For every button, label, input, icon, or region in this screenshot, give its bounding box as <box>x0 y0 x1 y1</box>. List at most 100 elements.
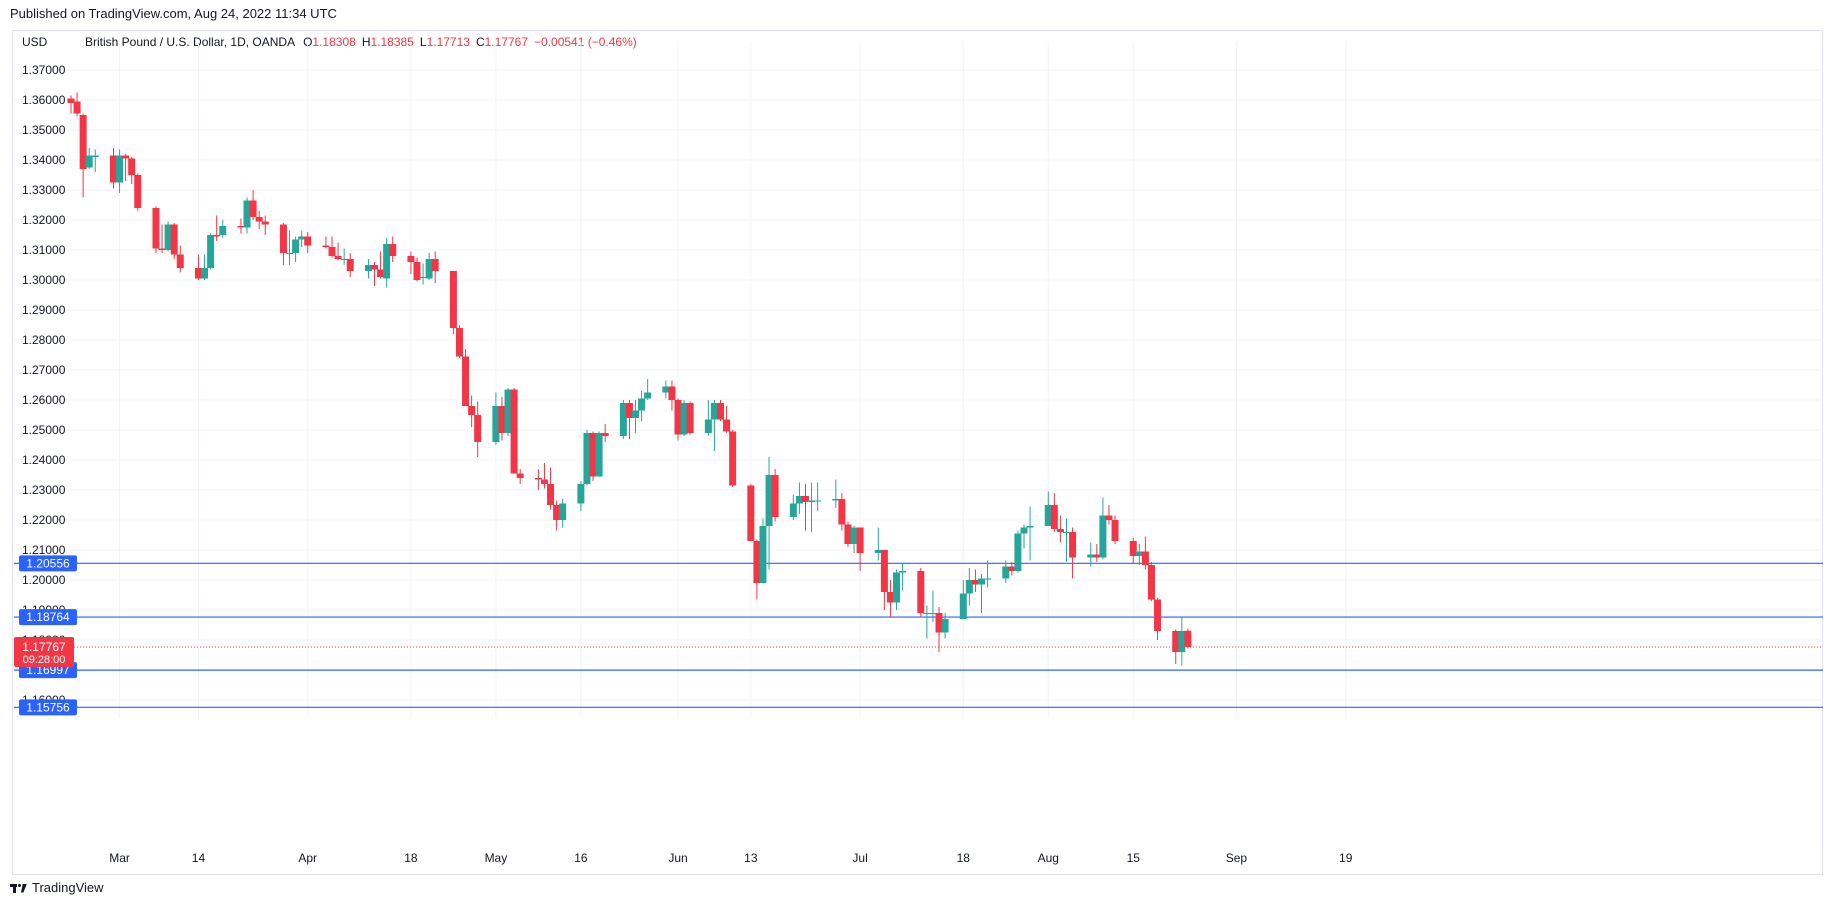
candle-body <box>109 155 117 183</box>
candle-body <box>1093 554 1101 558</box>
candle-body <box>468 406 476 415</box>
candle-body <box>795 496 803 504</box>
x-tick-label: 19 <box>1339 851 1353 865</box>
candle-body <box>1105 515 1113 520</box>
candle-body <box>589 433 597 477</box>
candle-body <box>419 277 427 278</box>
candle-body <box>886 592 894 603</box>
change-value: −0.00541 (−0.46%) <box>534 35 637 49</box>
candle-body <box>322 245 330 247</box>
candle-body <box>340 259 348 260</box>
candle-body <box>832 499 840 501</box>
candle-body <box>625 403 633 418</box>
candle-body <box>929 613 937 614</box>
y-tick-label: 1.26000 <box>22 393 66 407</box>
candle-body <box>164 224 172 250</box>
candle-body <box>346 259 354 271</box>
candle-body <box>583 433 591 484</box>
candle-body <box>334 256 342 259</box>
high-label: H <box>361 35 371 49</box>
candle-body <box>789 503 797 517</box>
candle-body <box>547 484 555 505</box>
tradingview-logo[interactable]: TradingView <box>10 880 104 895</box>
candle-body <box>176 254 184 268</box>
x-tick-label: 16 <box>574 851 588 865</box>
x-tick-label: Jul <box>852 851 867 865</box>
x-tick-label: Aug <box>1038 851 1059 865</box>
y-tick-label: 1.21000 <box>22 543 66 557</box>
candle-body <box>1050 505 1058 529</box>
y-tick-label: 1.23000 <box>22 483 66 497</box>
level-price-label: 1.15756 <box>26 700 70 714</box>
candle-body <box>292 239 300 253</box>
candle-body <box>1062 532 1070 533</box>
level-price-tag <box>19 555 77 572</box>
candle-body <box>255 217 263 222</box>
candle-body <box>923 613 931 614</box>
candle-body <box>595 433 603 477</box>
candle-body <box>73 101 81 114</box>
candle-body <box>170 224 178 255</box>
y-tick-label: 1.27000 <box>22 363 66 377</box>
candle-body <box>899 571 907 573</box>
high-value: 1.18385 <box>370 35 414 49</box>
y-tick-label: 1.37000 <box>22 63 66 77</box>
y-tick-label: 1.36000 <box>22 93 66 107</box>
candle-body <box>1184 630 1192 647</box>
candle-body <box>1020 527 1028 534</box>
candle-body <box>1002 566 1010 579</box>
y-tick-label: 1.33000 <box>22 183 66 197</box>
candle-body <box>704 419 712 433</box>
candle-body <box>243 200 251 228</box>
candle-body <box>237 226 245 228</box>
close-label: C <box>475 35 485 49</box>
candle-body <box>328 247 336 256</box>
candle-body <box>644 392 652 399</box>
candle-body <box>510 389 518 474</box>
candle-body <box>747 485 755 541</box>
candle-body <box>716 403 724 420</box>
candle-body <box>516 473 524 478</box>
candle-body <box>978 578 985 585</box>
candle-body <box>850 527 858 544</box>
candle-body <box>662 386 670 393</box>
y-tick-label: 1.20000 <box>22 573 66 587</box>
y-tick-label: 1.28000 <box>22 333 66 347</box>
candle-body <box>116 155 124 183</box>
candle-body <box>425 259 433 279</box>
candle-body <box>279 224 287 253</box>
candle-body <box>462 356 470 406</box>
candle-body <box>553 505 561 520</box>
candle-body <box>838 499 846 525</box>
x-tick-label: 13 <box>744 851 758 865</box>
candle-body <box>765 475 773 526</box>
candle-body <box>286 253 294 254</box>
candle-body <box>874 550 882 553</box>
candle-body <box>1147 565 1155 600</box>
level-price-label: 1.20556 <box>26 556 70 570</box>
candle-body <box>207 235 215 268</box>
candle-body <box>1111 520 1119 541</box>
candle-body <box>674 400 682 435</box>
candle-body <box>364 265 372 271</box>
candle-body <box>917 571 925 613</box>
y-tick-label: 1.31000 <box>22 243 66 257</box>
candle-body <box>1172 631 1180 652</box>
x-tick-label: Apr <box>298 851 317 865</box>
candle-body <box>559 503 567 520</box>
candle-body <box>377 269 385 277</box>
y-tick-label: 1.29000 <box>22 303 66 317</box>
candle-body <box>1026 526 1034 528</box>
candle-body <box>984 578 992 580</box>
candle-body <box>474 415 482 442</box>
tradingview-icon <box>10 882 28 894</box>
x-tick-label: 14 <box>192 851 206 865</box>
candle-body <box>1135 551 1143 556</box>
y-tick-label: 1.32000 <box>22 213 66 227</box>
candle-body <box>1044 505 1052 526</box>
candle-body <box>540 479 548 484</box>
x-tick-label: Mar <box>109 851 130 865</box>
candle-body <box>959 593 967 619</box>
candle-body <box>601 433 609 436</box>
